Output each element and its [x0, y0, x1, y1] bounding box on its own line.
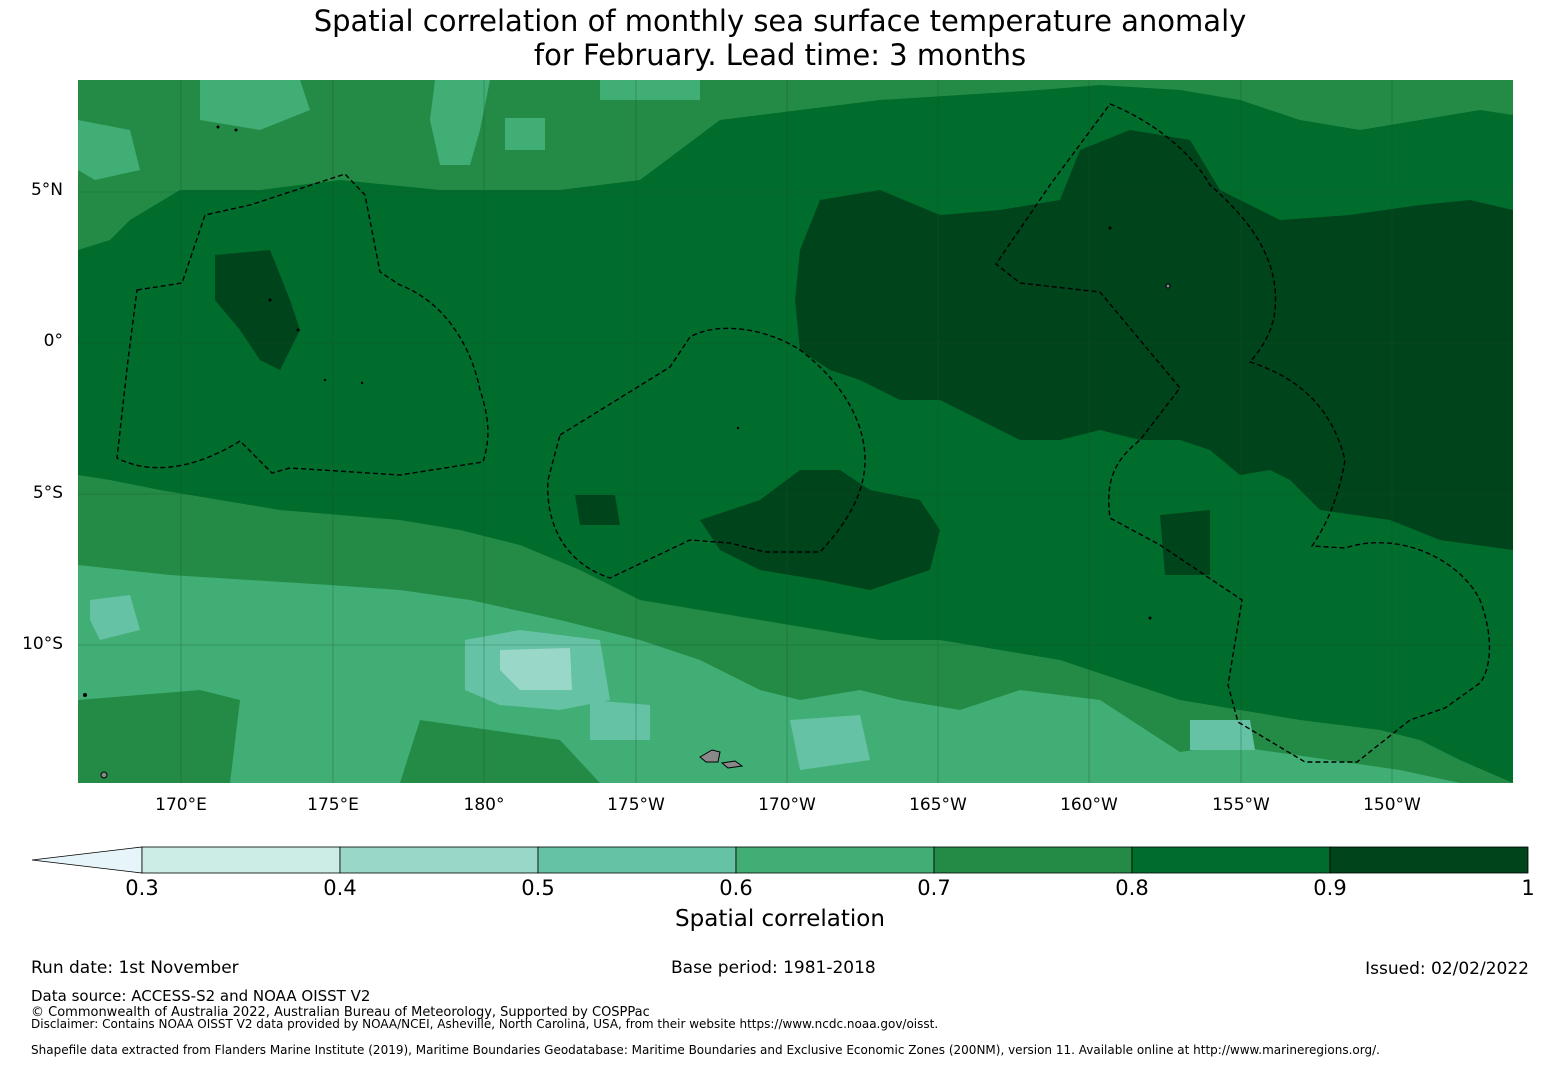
- colorbar-segment-0.8-0.9: [1131, 846, 1331, 874]
- colorbar: [31, 846, 1529, 874]
- region-0.7-0.8-south2: [400, 720, 600, 783]
- lon-label-175e: 175°E: [307, 795, 359, 815]
- colorbar-segment-0.6-0.7: [735, 846, 935, 874]
- region-0.5-0.6-e: [1190, 720, 1255, 750]
- colorbar-tick-0.9: 0.9: [1313, 876, 1347, 900]
- lon-label-170e: 170°E: [155, 795, 207, 815]
- base-period: Base period: 1981-2018: [671, 958, 876, 978]
- lon-label-170w: 170°W: [758, 795, 816, 815]
- region-0.5-0.6-d: [790, 715, 870, 770]
- region-0.6-0.7-north-e: [600, 80, 700, 100]
- lon-label-165w: 165°W: [909, 795, 967, 815]
- eez-boundary-central: [547, 327, 866, 579]
- eez-boundary-west: [116, 173, 489, 476]
- colorbar-tick-0.6: 0.6: [719, 876, 753, 900]
- colorbar-extension-below: [31, 846, 143, 874]
- atoll-j: [83, 693, 87, 697]
- colorbar-tick-1: 1: [1521, 876, 1535, 900]
- atoll-d: [360, 381, 364, 385]
- run-date: Run date: 1st November: [31, 958, 239, 978]
- colorbar-segment-0.7-0.8: [933, 846, 1133, 874]
- island-samoa-a: [699, 749, 721, 763]
- region-0.9-1-west: [215, 250, 300, 370]
- region-0.4-0.5: [500, 648, 572, 690]
- lon-label-175w: 175°W: [607, 795, 665, 815]
- shapefile-credit: Shapefile data extracted from Flanders M…: [31, 1043, 1380, 1057]
- lon-label-150w: 150°W: [1363, 795, 1421, 815]
- correlation-map: [78, 80, 1513, 783]
- region-0.6-0.7-north-c: [430, 80, 490, 165]
- lat-label-10s: 10°S: [22, 634, 63, 654]
- issued-date: Issued: 02/02/2022: [1365, 959, 1529, 979]
- colorbar-tick-0.8: 0.8: [1115, 876, 1149, 900]
- atoll-a: [268, 298, 272, 302]
- map-title-line2: for February. Lead time: 3 months: [533, 38, 1027, 72]
- atoll-c: [323, 378, 327, 382]
- lat-label-5s: 5°S: [32, 483, 63, 503]
- colorbar-tick-0.4: 0.4: [323, 876, 357, 900]
- region-0.9-1-east: [795, 130, 1513, 550]
- colorbar-label: Spatial correlation: [675, 906, 885, 932]
- region-0.5-0.6-c: [590, 700, 650, 740]
- disclaimer: Disclaimer: Contains NOAA OISST V2 data …: [31, 1017, 939, 1031]
- region-0.9-1-central: [700, 470, 940, 590]
- map-title-line1: Spatial correlation of monthly sea surfa…: [313, 4, 1247, 38]
- atoll-b: [296, 328, 300, 332]
- copyright: © Commonwealth of Australia 2022, Austra…: [31, 1005, 650, 1020]
- atoll-e: [216, 125, 220, 129]
- atoll-g: [1108, 226, 1112, 230]
- island-samoa-b: [720, 760, 744, 769]
- lon-label-160w: 160°W: [1060, 795, 1118, 815]
- island-c: [1165, 283, 1171, 289]
- colorbar-tick-0.5: 0.5: [521, 876, 555, 900]
- lon-label-180: 180°: [463, 795, 505, 815]
- eez-boundary-east: [995, 103, 1491, 763]
- region-0.9-1-south: [575, 495, 620, 525]
- lon-label-155w: 155°W: [1212, 795, 1270, 815]
- region-0.5-0.6-a: [90, 595, 140, 640]
- colorbar-segment-0.5-0.6: [537, 846, 737, 874]
- atoll-h: [1148, 616, 1152, 620]
- atoll-f: [234, 128, 238, 132]
- colorbar-segment-0.4-0.5: [339, 846, 539, 874]
- atoll-i: [736, 426, 740, 430]
- lat-label-5n: 5°N: [30, 180, 63, 200]
- island-d: [100, 771, 108, 779]
- region-0.6-0.7-north-b: [78, 120, 140, 180]
- region-0.6-0.7-north-d: [505, 118, 545, 150]
- colorbar-tick-0.7: 0.7: [917, 876, 951, 900]
- region-0.9-1-sse: [1160, 510, 1210, 575]
- data-source: Data source: ACCESS-S2 and NOAA OISST V2: [31, 987, 371, 1005]
- region-0.6-0.7-north-a: [200, 80, 310, 130]
- lat-label-0: 0°: [43, 331, 63, 351]
- colorbar-segment-0.3-0.4: [141, 846, 341, 874]
- colorbar-segment-0.9-1: [1329, 846, 1529, 874]
- region-0.7-0.8-south: [78, 690, 240, 783]
- colorbar-tick-0.3: 0.3: [125, 876, 159, 900]
